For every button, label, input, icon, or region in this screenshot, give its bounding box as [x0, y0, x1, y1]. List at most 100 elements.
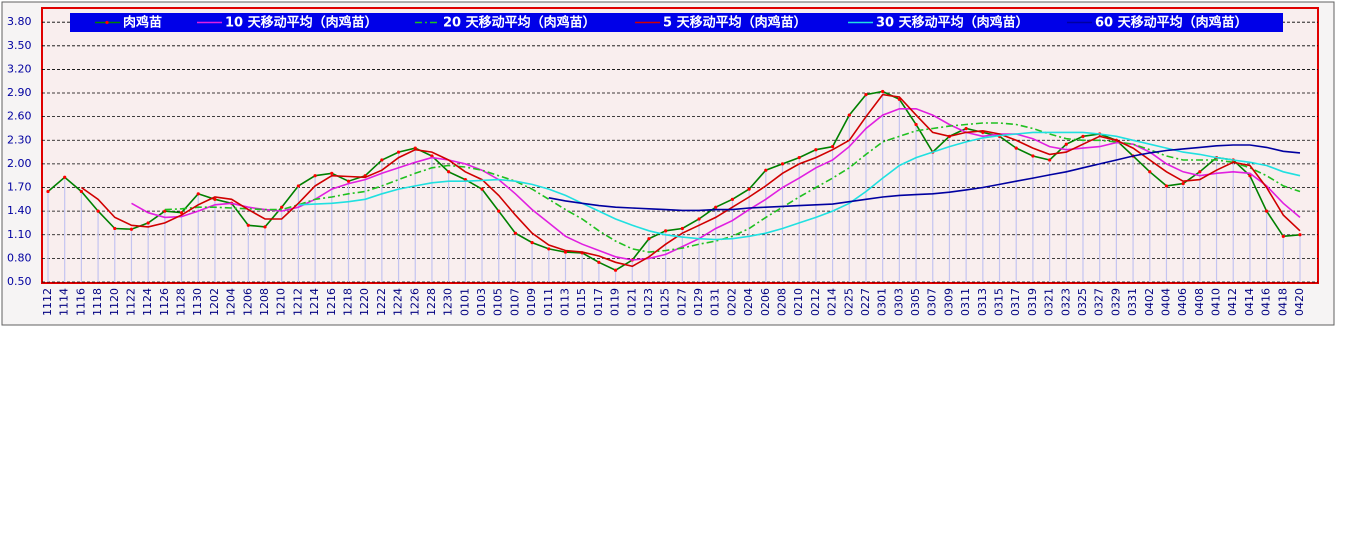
x-tick-label: 1122 — [124, 288, 137, 316]
x-tick-label: 0317 — [1009, 288, 1022, 316]
point-marker — [1265, 209, 1269, 213]
x-tick-label: 1130 — [191, 288, 204, 316]
x-tick-label: 0414 — [1243, 288, 1256, 316]
series-line — [298, 131, 1301, 241]
point-marker — [664, 229, 668, 233]
x-tick-label: 0406 — [1176, 288, 1189, 316]
x-tick-label: 0204 — [742, 288, 755, 316]
x-tick-label: 0111 — [542, 288, 555, 316]
point-marker — [213, 197, 217, 201]
y-tick-label: 3.20 — [7, 62, 32, 75]
legend-label: 30 天移动平均（肉鸡苗） — [876, 15, 1029, 31]
point-marker — [196, 192, 200, 196]
point-marker — [447, 170, 451, 174]
y-tick-label: 0.50 — [7, 275, 32, 288]
x-tick-label: 0107 — [508, 288, 521, 316]
x-tick-label: 0117 — [592, 288, 605, 316]
x-tick-label: 1206 — [241, 288, 254, 316]
point-marker — [296, 184, 300, 188]
y-tick-label: 0.80 — [7, 251, 32, 264]
legend-label: 5 天移动平均（肉鸡苗） — [663, 15, 807, 31]
y-tick-label: 1.10 — [7, 228, 32, 241]
point-marker — [246, 223, 250, 227]
x-tick-label: 0412 — [1226, 288, 1239, 316]
point-marker — [380, 158, 384, 162]
x-tick-label: 0315 — [993, 288, 1006, 316]
y-tick-label: 2.60 — [7, 110, 32, 123]
x-tick-label: 1216 — [325, 288, 338, 316]
y-tick-label: 3.50 — [7, 39, 32, 52]
point-marker — [814, 148, 818, 152]
point-marker — [280, 205, 284, 209]
x-tick-label: 0311 — [959, 288, 972, 316]
point-marker — [1031, 154, 1035, 158]
x-tick-label: 0319 — [1026, 288, 1039, 316]
y-tick-label: 2.00 — [7, 157, 32, 170]
y-tick-label: 3.80 — [7, 15, 32, 28]
x-tick-label: 1124 — [141, 288, 154, 316]
x-tick-label: 0321 — [1043, 288, 1056, 316]
point-marker — [747, 187, 751, 191]
point-marker — [680, 226, 684, 231]
point-marker — [797, 155, 801, 160]
point-marker — [179, 211, 184, 215]
x-tick-label: 1208 — [258, 288, 271, 316]
point-marker — [1281, 234, 1285, 238]
point-marker — [1148, 170, 1152, 174]
point-marker — [497, 209, 501, 213]
x-tick-label: 0210 — [792, 288, 805, 316]
point-marker — [730, 197, 735, 201]
x-tick-label: 0129 — [692, 288, 705, 316]
y-tick-label: 1.70 — [7, 181, 32, 194]
x-tick-label: 1112 — [41, 288, 54, 316]
x-tick-label: 0325 — [1076, 288, 1089, 316]
x-tick-label: 1230 — [442, 288, 455, 316]
x-tick-label: 1114 — [58, 288, 71, 316]
x-tick-label: 0123 — [642, 288, 655, 316]
x-tick-label: 0329 — [1109, 288, 1122, 316]
point-marker — [330, 171, 334, 175]
legend-label: 20 天移动平均（肉鸡苗） — [443, 15, 596, 31]
x-tick-label: 0323 — [1059, 288, 1072, 316]
x-tick-label: 0225 — [842, 288, 855, 316]
x-tick-label: 1210 — [275, 288, 288, 316]
lines — [46, 89, 1302, 272]
series-line — [131, 108, 1301, 261]
point-marker — [113, 226, 117, 231]
point-marker — [1064, 142, 1068, 146]
x-tick-label: 0121 — [625, 288, 638, 316]
x-tick-label: 0202 — [725, 288, 738, 316]
x-tick-label: 0101 — [458, 288, 471, 316]
labels: 0.50 0.80 1.10 1.40 1.70 2.00 2.30 2.60 2.90 3.20… — [7, 15, 1306, 316]
point-marker — [1181, 181, 1185, 186]
point-marker — [346, 179, 351, 183]
x-tick-label: 0212 — [809, 288, 822, 316]
x-tick-label: 0119 — [609, 288, 622, 316]
point-marker — [830, 144, 835, 149]
point-marker — [1014, 146, 1018, 150]
point-marker — [513, 231, 518, 235]
x-tick-label: 0115 — [575, 288, 588, 316]
series-line — [80, 93, 1301, 268]
point-marker — [597, 260, 601, 264]
x-tick-label: 0208 — [776, 288, 789, 316]
point-marker — [697, 217, 701, 221]
x-tick-label: 1222 — [375, 288, 388, 316]
x-tick-label: 1226 — [408, 288, 421, 316]
x-tick-label: 1212 — [291, 288, 304, 316]
x-tick-label: 1120 — [108, 288, 121, 316]
x-tick-label: 0410 — [1210, 288, 1223, 316]
point-marker — [1048, 158, 1052, 162]
x-tick-label: 1228 — [425, 288, 438, 316]
x-tick-label: 0214 — [826, 288, 839, 316]
x-tick-label: 0416 — [1260, 288, 1273, 316]
point-marker — [964, 126, 968, 131]
series-line — [164, 122, 1301, 253]
point-marker — [263, 225, 267, 229]
point-marker — [79, 189, 83, 194]
point-marker — [1198, 170, 1202, 174]
x-tick-label: 0105 — [492, 288, 505, 316]
point-marker — [430, 154, 434, 158]
point-marker — [1164, 184, 1169, 188]
